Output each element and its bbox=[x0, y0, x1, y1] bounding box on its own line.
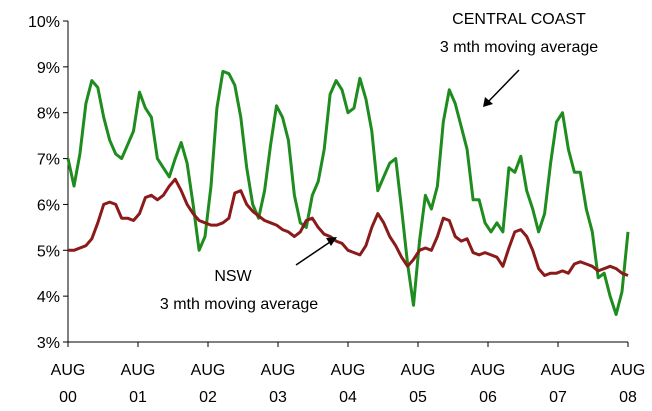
x-tick-year: 01 bbox=[129, 389, 147, 406]
y-tick-label: 10% bbox=[28, 14, 60, 31]
y-tick-label: 9% bbox=[37, 60, 60, 77]
x-tick-month: AUG bbox=[541, 362, 576, 379]
y-tick-label: 8% bbox=[37, 106, 60, 123]
x-tick-year: 03 bbox=[269, 389, 287, 406]
x-tick-month: AUG bbox=[401, 362, 436, 379]
y-tick-label: 4% bbox=[37, 289, 60, 306]
x-tick-month: AUG bbox=[471, 362, 506, 379]
series-line-central-coast bbox=[66, 69, 630, 316]
series-layer bbox=[66, 69, 630, 316]
x-tick-year: 06 bbox=[479, 389, 497, 406]
x-tick-month: AUG bbox=[51, 362, 86, 379]
x-tick-year: 04 bbox=[339, 389, 357, 406]
series-line-nsw bbox=[68, 177, 629, 277]
x-axis: AUG 00 AUG 01 AUG 02 AUG 03 AUG 04 AUG 05 AUG 06 AUG 07… bbox=[51, 341, 646, 406]
central-coast-arrow bbox=[485, 69, 520, 105]
central-coast-arrowhead bbox=[483, 97, 493, 107]
y-tick-label: 6% bbox=[37, 197, 60, 214]
central-coast-label-line2: 3 mth moving average bbox=[440, 39, 598, 56]
nsw-label-line1: NSW bbox=[214, 268, 252, 285]
x-tick-month: AUG bbox=[611, 362, 646, 379]
x-tick-year: 08 bbox=[619, 389, 637, 406]
x-tick-year: 07 bbox=[549, 389, 567, 406]
nsw-label-line2: 3 mth moving average bbox=[160, 296, 318, 313]
x-tick-year: 05 bbox=[409, 389, 427, 406]
y-tick-label: 7% bbox=[37, 152, 60, 169]
y-tick-label: 5% bbox=[37, 243, 60, 260]
x-tick-month: AUG bbox=[331, 362, 366, 379]
nsw-arrow bbox=[295, 239, 334, 266]
x-tick-month: AUG bbox=[121, 362, 156, 379]
x-tick-year: 00 bbox=[59, 389, 77, 406]
nsw-arrowhead bbox=[326, 237, 337, 246]
x-tick-year: 02 bbox=[199, 389, 217, 406]
y-tick-label: 3% bbox=[37, 335, 60, 352]
y-axis: 3% 4% 5% 6% 7% 8% 9% 10% bbox=[28, 14, 69, 352]
x-tick-month: AUG bbox=[191, 362, 226, 379]
central-coast-label-line1: CENTRAL COAST bbox=[452, 11, 586, 28]
x-tick-month: AUG bbox=[261, 362, 296, 379]
